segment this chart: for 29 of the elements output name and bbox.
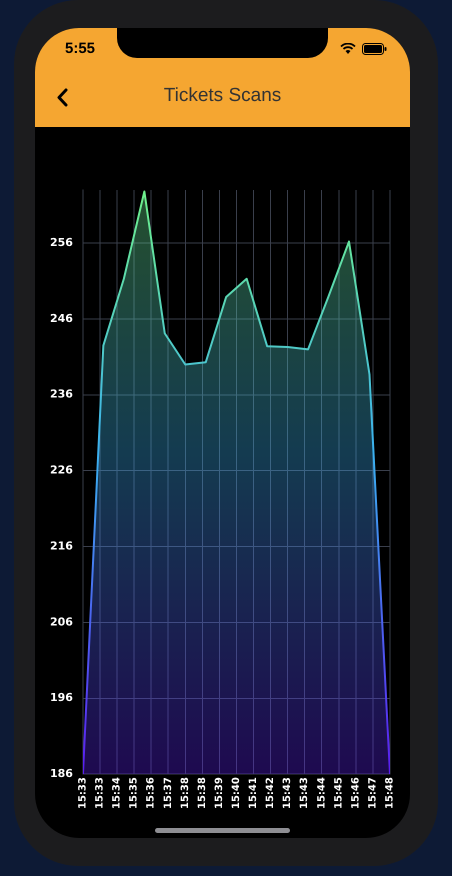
x-tick-label: 15:48 [384,777,396,810]
x-tick-label: 15:39 [214,777,226,810]
y-tick-label: 206 [50,615,74,628]
text: 5:55 [65,40,96,57]
x-tick-label: 15:45 [333,777,344,810]
x-tick-label: 15:33 [94,777,106,810]
y-tick-label: 186 [50,767,74,780]
y-tick-label: 246 [50,312,74,325]
x-tick-label: 15:42 [265,777,276,810]
chart-title: Tickets Scans [162,85,282,107]
x-tick-label: 15:37 [162,777,174,810]
x-tick-label: 15:41 [248,777,260,810]
x-tick-label: 15:35 [128,777,140,810]
x-tick-label: 15:38 [196,777,208,810]
x-tick-label: 15:33 [78,777,89,810]
y-tick-label: 216 [50,539,74,552]
x-tick-label: 15:38 [180,777,191,810]
x-tick-label: 15:43 [282,777,294,810]
x-tick-label: 15:43 [299,777,310,810]
x-tick-label: 15:34 [112,777,123,810]
y-tick-label: 256 [50,236,74,249]
x-tick-label: 15:36 [146,777,157,810]
y-tick-label: 236 [50,388,74,401]
y-tick-label: 196 [50,691,74,704]
x-tick-label: 15:44 [316,777,328,810]
y-tick-label: 226 [50,464,74,477]
x-tick-label: 15:46 [350,777,362,810]
x-tick-label: 15:47 [368,777,379,810]
x-tick-label: 15:40 [231,777,242,810]
